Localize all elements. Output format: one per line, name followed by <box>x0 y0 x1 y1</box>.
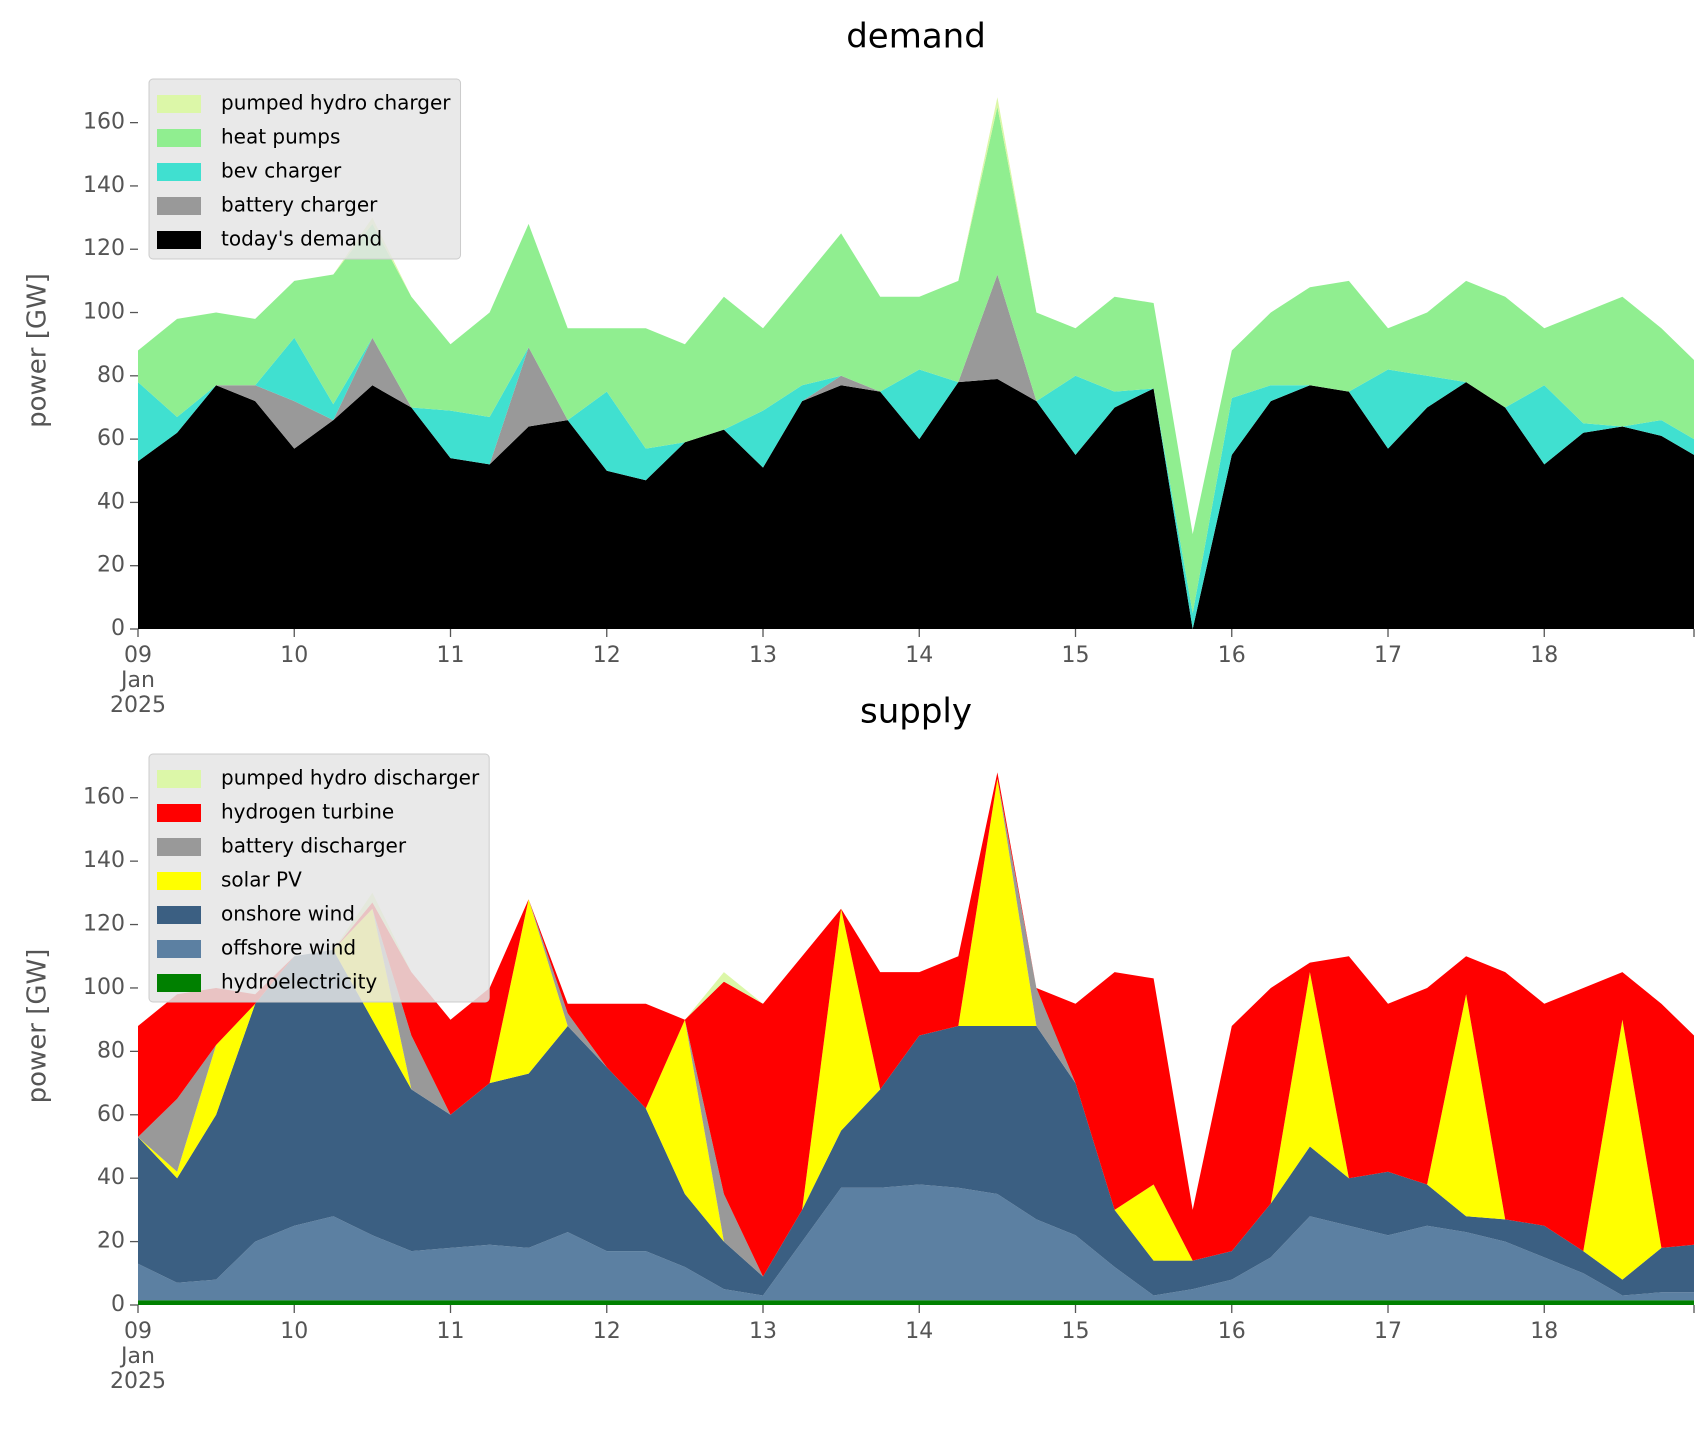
y-tick-label: 80 <box>97 1038 125 1063</box>
y-tick-label: 20 <box>97 553 125 578</box>
legend-swatch <box>157 974 201 992</box>
legend-swatch <box>157 231 201 249</box>
x-tick-label: 15 <box>1061 1319 1090 1344</box>
legend-swatch <box>157 129 201 147</box>
legend-label: solar PV <box>221 868 302 892</box>
legend-box <box>148 78 462 260</box>
legend-label: heat pumps <box>221 125 340 149</box>
area <box>138 1184 1694 1301</box>
x-tick-label: 10 <box>280 643 309 668</box>
x-tick-label: 12 <box>592 643 621 668</box>
y-tick-label: 100 <box>83 975 125 1000</box>
y-tick-label: 160 <box>83 110 125 135</box>
y-axis-label: power [GW] <box>23 949 53 1104</box>
x-tick-label: 17 <box>1374 1319 1402 1344</box>
x-tick-label: 14 <box>905 1319 934 1344</box>
y-tick-label: 0 <box>111 1292 125 1317</box>
y-tick-label: 140 <box>83 173 125 198</box>
legend-swatch <box>157 906 201 924</box>
legend-swatch <box>157 940 201 958</box>
y-tick-label: 60 <box>97 1102 125 1127</box>
legend-swatch <box>157 838 201 856</box>
x-tick-label: 11 <box>436 643 465 668</box>
y-tick-label: 120 <box>83 236 125 261</box>
legend-label: onshore wind <box>221 902 355 926</box>
y-tick-label: 60 <box>97 426 125 451</box>
x-tick-label: 13 <box>749 1319 777 1344</box>
area <box>138 379 1694 629</box>
y-tick-label: 160 <box>83 785 125 810</box>
x-tick-label: 16 <box>1217 643 1246 668</box>
area <box>138 274 1694 629</box>
x-tick-label: 12 <box>592 1319 621 1344</box>
x-tick-label: 11 <box>436 1319 465 1344</box>
legend-label: battery charger <box>221 193 378 217</box>
x-tick-label: 18 <box>1530 643 1559 668</box>
legend-label: pumped hydro charger <box>221 91 451 115</box>
y-tick-label: 80 <box>97 363 125 388</box>
legend-box <box>148 753 490 1003</box>
chart-title: demand <box>846 17 986 57</box>
legend-label: battery discharger <box>221 834 407 858</box>
y-tick-label: 100 <box>83 300 125 325</box>
y-tick-label: 120 <box>83 912 125 937</box>
x-tick-label: 17 <box>1374 643 1402 668</box>
y-tick-label: 40 <box>97 1165 125 1190</box>
y-tick-label: 0 <box>111 616 125 641</box>
chart-title: supply <box>860 692 972 732</box>
x-tick-label: 09 Jan 2025 <box>110 643 166 718</box>
legend: pumped hydro discharger hydrogen turbine b… <box>148 753 490 1003</box>
x-tick-label: 09 Jan 2025 <box>110 1319 166 1394</box>
legend-label: pumped hydro discharger <box>221 766 480 790</box>
legend-label: hydrogen turbine <box>221 800 394 824</box>
area <box>138 949 1694 1296</box>
legend: pumped hydro charger heat pumps bev charge… <box>148 78 462 260</box>
y-tick-label: 140 <box>83 848 125 873</box>
legend-swatch <box>157 804 201 822</box>
legend-swatch <box>157 95 201 113</box>
legend-swatch <box>157 197 201 215</box>
area <box>138 274 1694 629</box>
area <box>138 1300 1694 1305</box>
x-tick-label: 10 <box>280 1319 309 1344</box>
area <box>138 106 1694 614</box>
legend-swatch <box>157 872 201 890</box>
x-tick-label: 13 <box>749 643 777 668</box>
area <box>138 772 1694 1277</box>
y-axis-label: power [GW] <box>23 273 53 428</box>
legend-label: today's demand <box>221 227 382 251</box>
x-tick-label: 16 <box>1217 1319 1246 1344</box>
y-tick-label: 40 <box>97 489 125 514</box>
x-tick-label: 15 <box>1061 643 1090 668</box>
legend-label: offshore wind <box>221 936 356 960</box>
legend-label: hydroelectricity <box>221 970 377 994</box>
y-tick-label: 20 <box>97 1229 125 1254</box>
x-tick-label: 18 <box>1530 1319 1559 1344</box>
legend-swatch <box>157 163 201 181</box>
legend-label: bev charger <box>221 159 342 183</box>
x-tick-label: 14 <box>905 643 934 668</box>
legend-swatch <box>157 770 201 788</box>
